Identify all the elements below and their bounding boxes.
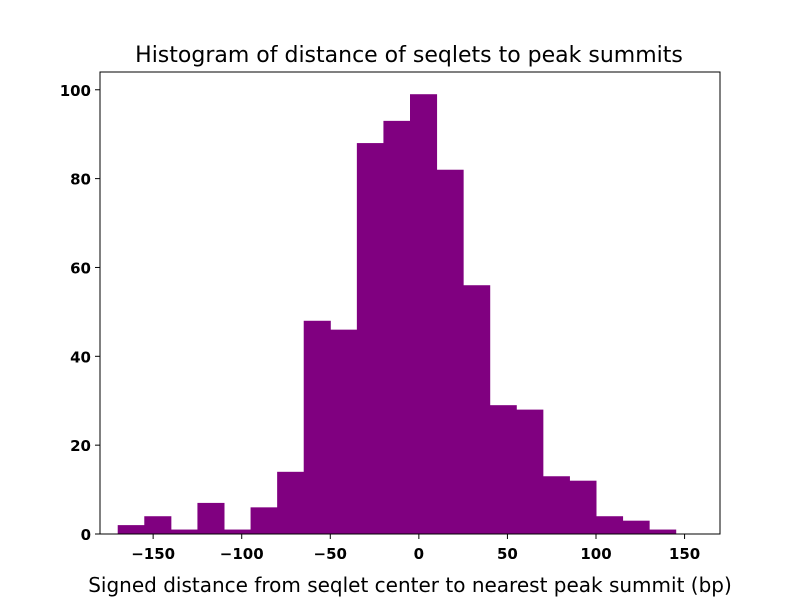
histogram-bar-1 bbox=[144, 516, 172, 534]
histogram-bar-19 bbox=[622, 520, 650, 534]
y-axis-ticks: 0 20 40 60 80 100 bbox=[60, 82, 100, 544]
chart-title: Histogram of distance of seqlets to peak… bbox=[135, 43, 683, 68]
histogram-bar-4 bbox=[224, 529, 252, 534]
histogram-bar-14 bbox=[489, 405, 517, 534]
histogram-bar-10 bbox=[383, 120, 411, 534]
y-tick-label: 80 bbox=[70, 171, 91, 189]
histogram-bar-12 bbox=[436, 169, 464, 534]
histogram-bar-17 bbox=[569, 480, 597, 534]
y-tick-label: 60 bbox=[70, 259, 91, 277]
x-tick-label: −100 bbox=[220, 545, 264, 563]
y-tick-label: 20 bbox=[70, 437, 91, 455]
histogram-bar-2 bbox=[170, 529, 198, 534]
histogram-bar-13 bbox=[463, 285, 491, 534]
bars-group bbox=[117, 94, 677, 535]
y-tick-label: 40 bbox=[70, 348, 91, 366]
x-tick-label: −150 bbox=[131, 545, 175, 563]
x-axis-label: Signed distance from seqlet center to ne… bbox=[88, 573, 732, 597]
x-tick-label: 0 bbox=[414, 545, 424, 563]
x-tick-label: 150 bbox=[669, 545, 700, 563]
histogram-bar-9 bbox=[356, 143, 384, 535]
histogram-bar-18 bbox=[596, 516, 624, 534]
x-tick-label: −50 bbox=[314, 545, 347, 563]
histogram-bar-7 bbox=[303, 320, 331, 534]
histogram-bar-3 bbox=[197, 502, 225, 534]
y-tick-label: 100 bbox=[60, 82, 91, 100]
plot-frame bbox=[99, 71, 721, 535]
histogram-bar-20 bbox=[649, 529, 677, 534]
histogram-bar-16 bbox=[542, 476, 570, 534]
x-tick-label: 100 bbox=[580, 545, 611, 563]
y-tick-label: 0 bbox=[81, 526, 91, 544]
histogram-bar-5 bbox=[250, 507, 278, 534]
histogram-bar-11 bbox=[410, 94, 438, 534]
histogram-bar-8 bbox=[330, 329, 358, 534]
x-tick-label: 50 bbox=[497, 545, 518, 563]
histogram-bar-6 bbox=[277, 471, 305, 534]
histogram-bar-15 bbox=[516, 409, 544, 534]
histogram-bar-0 bbox=[117, 525, 145, 534]
x-axis-ticks: −150 −100 −50 0 50 100 150 bbox=[131, 534, 700, 563]
